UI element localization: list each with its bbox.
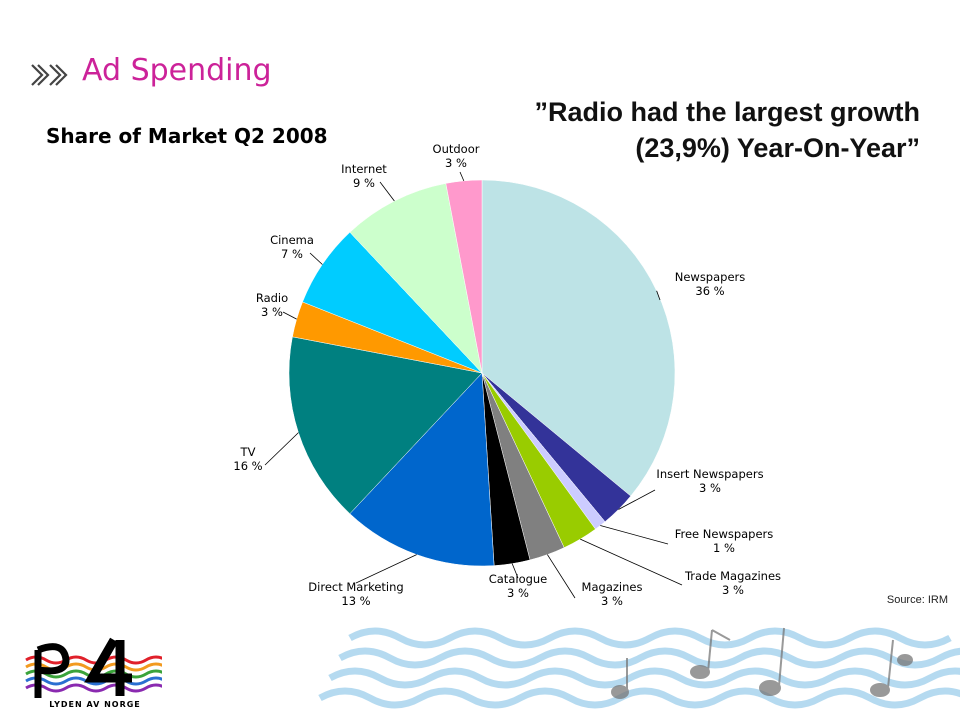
slice-label: Free Newspapers bbox=[675, 527, 774, 541]
slice-value-label: 1 % bbox=[713, 541, 735, 555]
slice-value-label: 13 % bbox=[341, 594, 370, 608]
p4-logo bbox=[25, 637, 162, 698]
slice-label: Newspapers bbox=[675, 270, 746, 284]
headline-quote: ”Radio had the largest growth (23,9%) Ye… bbox=[534, 97, 920, 163]
leader-line bbox=[459, 171, 465, 182]
source-note: Source: IRM bbox=[886, 594, 948, 606]
slice-value-label: 16 % bbox=[233, 459, 262, 473]
leader-line bbox=[355, 554, 417, 584]
chart-title: Share of Market Q2 2008 bbox=[46, 124, 328, 148]
leader-line bbox=[547, 554, 576, 599]
slice-label: Magazines bbox=[582, 580, 643, 594]
pie-slice-tv bbox=[288, 336, 483, 515]
slice-value-label: 3 % bbox=[601, 594, 623, 608]
slice-label: Trade Magazines bbox=[684, 569, 781, 583]
leader-line bbox=[309, 252, 323, 265]
leader-line bbox=[282, 311, 297, 320]
leader-line bbox=[656, 290, 661, 301]
slice-label: Radio bbox=[256, 291, 288, 305]
slice-value-label: 3 % bbox=[722, 583, 744, 597]
slice-value-label: 3 % bbox=[699, 481, 721, 495]
slice-value-label: 7 % bbox=[281, 247, 303, 261]
slice-value-label: 3 % bbox=[445, 156, 467, 170]
section-title: Ad Spending bbox=[82, 53, 272, 88]
slice-label: Internet bbox=[341, 162, 387, 176]
leader-line bbox=[511, 563, 519, 579]
slice-label: TV bbox=[240, 445, 256, 459]
slice-value-label: 36 % bbox=[695, 284, 724, 298]
slice-value-label: 9 % bbox=[353, 176, 375, 190]
wave-decoration bbox=[318, 627, 960, 709]
double-chevron-icon bbox=[31, 64, 68, 86]
leader-line bbox=[600, 525, 669, 545]
leader-line bbox=[379, 181, 395, 202]
pie-slice-outdoor bbox=[445, 179, 483, 374]
leader-line bbox=[264, 432, 299, 466]
leader-line bbox=[618, 489, 656, 510]
slice-label: Cinema bbox=[270, 233, 314, 247]
slice-value-label: 3 % bbox=[261, 305, 283, 319]
slice-label: Catalogue bbox=[489, 572, 548, 586]
slice-label: Outdoor bbox=[433, 142, 480, 156]
leader-line bbox=[580, 538, 683, 586]
logo-tagline: LYDEN AV NORGE bbox=[49, 700, 141, 709]
slice-label: Direct Marketing bbox=[308, 580, 403, 594]
slice-value-label: 3 % bbox=[507, 586, 529, 600]
slice-label: Insert Newspapers bbox=[656, 467, 763, 481]
